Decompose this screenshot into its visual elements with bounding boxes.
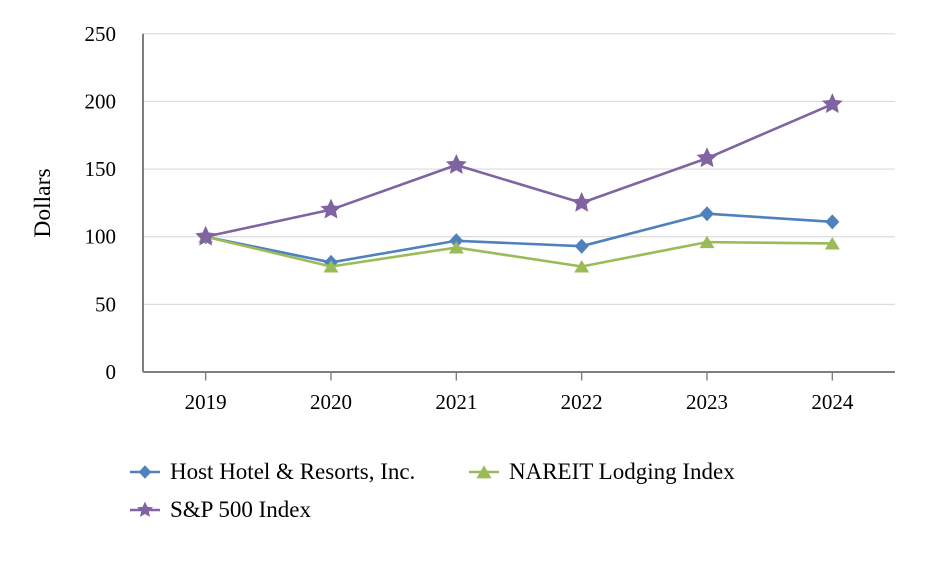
svg-text:100: 100	[85, 225, 117, 249]
svg-text:2019: 2019	[185, 390, 227, 414]
legend-label-nareit-lodging: NAREIT Lodging Index	[509, 459, 735, 484]
svg-text:50: 50	[95, 292, 116, 316]
legend-label-host-hotel-resorts: Host Hotel & Resorts, Inc.	[170, 459, 416, 484]
legend-item-nareit-lodging: NAREIT Lodging Index	[468, 459, 735, 485]
svg-text:0: 0	[106, 360, 117, 384]
diamond-marker-icon	[130, 465, 160, 479]
svg-text:150: 150	[85, 157, 117, 181]
svg-text:250: 250	[85, 22, 117, 46]
svg-text:2023: 2023	[686, 390, 728, 414]
legend-item-sp500: S&P 500 Index	[129, 497, 311, 523]
line-chart-plot-area: 0 50 100 150 200 250 2019 2020 2021 2022 2023 2024 D…	[30, 22, 895, 414]
svg-text:2022: 2022	[561, 390, 603, 414]
svg-text:2021: 2021	[435, 390, 477, 414]
legend-label-sp500: S&P 500 Index	[170, 497, 311, 522]
svg-text:2024: 2024	[811, 390, 854, 414]
star-marker-icon	[130, 501, 160, 517]
svg-text:2020: 2020	[310, 390, 352, 414]
legend-item-host-hotel-resorts: Host Hotel & Resorts, Inc.	[129, 459, 415, 485]
svg-text:Dollars: Dollars	[30, 168, 56, 237]
svg-text:200: 200	[85, 89, 117, 113]
triangle-marker-icon	[469, 465, 499, 479]
